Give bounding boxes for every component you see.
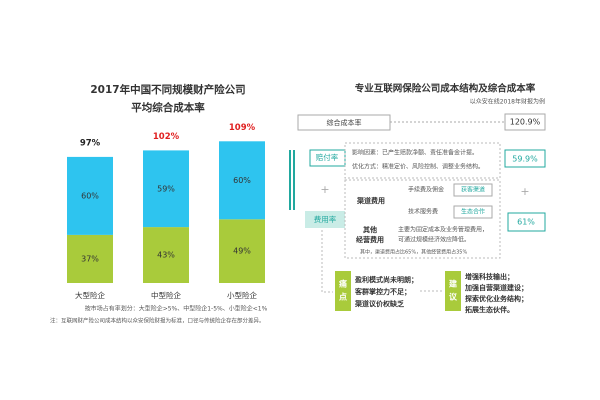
fee-tag: 获客渠道	[461, 186, 485, 194]
advice-item: 加强自营渠道建设；	[464, 283, 528, 292]
total-label: 102%	[153, 132, 180, 142]
claims-area	[344, 142, 501, 179]
plus: +	[320, 183, 329, 196]
claims-factors: 影响因素：已产生赔款净额、责任准备金计提。	[352, 149, 478, 157]
claims-value-box	[504, 149, 546, 168]
bar-segment	[143, 227, 189, 283]
other-desc: 可通过规模经济效应降低。	[398, 236, 470, 244]
diagram-title: 专业互联网保险公司成本结构及综合成本率	[355, 83, 536, 95]
other-desc: 主要为固定成本及业务管理费用，	[398, 226, 488, 234]
advice-item: 增强科技输出；	[465, 272, 514, 281]
combined-value: 120.9%	[510, 118, 541, 127]
value-label: 59%	[157, 184, 175, 193]
bracket	[289, 150, 291, 210]
total-label: 97%	[80, 138, 101, 148]
share-note: 其中，渠道费用占比65%，其他经营费用占35%	[360, 249, 467, 256]
pain-item: 盈利模式尚未明朗；	[354, 275, 418, 284]
chart-title: 2017年中国不同规模财产险公司	[90, 83, 245, 96]
pain-box	[335, 271, 351, 311]
x-tick-label: 中型险企	[151, 290, 181, 300]
value-label: 60%	[81, 191, 99, 200]
claims-methods: 优化方式：精准定价、风险控制、调整业务结构。	[352, 163, 484, 171]
combined-label: 综合成本率	[327, 118, 362, 127]
tech-tag: 生态合作	[461, 208, 485, 216]
bar-segment	[219, 141, 265, 220]
chart-subtitle: 平均综合成本率	[131, 101, 205, 114]
bar-segment	[67, 156, 113, 235]
tag-box	[453, 205, 493, 219]
channel-label: 渠道费用	[356, 196, 385, 205]
bracket	[293, 150, 295, 210]
bar-segment	[143, 150, 189, 228]
claims-value: 59.9%	[512, 155, 538, 164]
fee-label: 手续费及佣金	[408, 186, 444, 194]
other-label: 其他	[363, 225, 377, 234]
advice-label: 议	[449, 292, 458, 302]
expense-value: 61%	[517, 218, 535, 227]
x-tick-label: 小型险企	[227, 290, 257, 300]
x-tick-label: 大型险企	[75, 290, 105, 300]
value-label: 60%	[233, 176, 251, 185]
expense-box	[305, 211, 345, 228]
expense-area	[344, 179, 501, 259]
pain-item: 客群掌控力不足；	[354, 287, 411, 296]
value-label: 37%	[81, 254, 99, 263]
diagram-subtitle: 以众安在线2018年财报为例	[470, 98, 545, 106]
chart-note: 按市场占有率划分：大型险企>5%、中型险企1-5%、小型险企<1%	[85, 305, 268, 313]
advice-label: 建	[448, 279, 458, 289]
plus: +	[520, 185, 529, 198]
other-label: 经营费用	[356, 235, 384, 244]
pain-label: 痛	[338, 279, 347, 289]
value-label: 49%	[233, 247, 251, 256]
pain-item: 渠道议价权缺乏	[354, 299, 404, 308]
arrow	[321, 230, 333, 293]
pain-label: 点	[339, 292, 347, 302]
advice-item: 探索优化业务结构；	[465, 294, 528, 303]
claims-label: 赔付率	[316, 152, 339, 162]
expense-value-box	[507, 212, 546, 232]
tag-box	[453, 183, 493, 197]
footnote: 注：互联网财产险公司成本结构以众安保险财报为标准，口径与传统险企存在部分差异。	[50, 317, 265, 325]
value-label: 43%	[157, 251, 175, 260]
tech-label: 技术服务费	[408, 208, 438, 216]
advice-item: 拓展生态伙伴。	[465, 305, 514, 314]
bar-segment	[219, 219, 265, 283]
bar-segment	[67, 234, 113, 283]
expense-label: 费用率	[314, 214, 337, 224]
advice-box	[445, 271, 461, 311]
total-label: 109%	[229, 123, 256, 133]
combined-value-box	[504, 113, 546, 131]
